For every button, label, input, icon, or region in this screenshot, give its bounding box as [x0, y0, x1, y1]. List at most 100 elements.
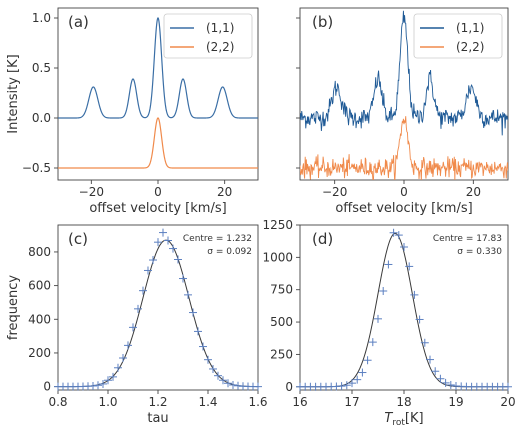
data-point	[124, 341, 132, 350]
y-tick-label: 800	[28, 245, 51, 259]
panel-b: −20 0 20 offset velocity [km/s] (b) (1,1) (2,2…	[296, 7, 509, 216]
data-point	[99, 379, 107, 388]
panel-a: −20 0 20 −0.5 0.0 0.5 1.0 offset velocity [km/s…	[6, 7, 259, 216]
series-line-one-one	[300, 10, 508, 136]
x-axis-label: offset velocity [km/s]	[89, 201, 226, 216]
data-point	[139, 286, 147, 295]
data-point	[179, 274, 187, 283]
x-tick-label: 20	[500, 395, 515, 409]
data-point	[415, 315, 424, 324]
data-point	[254, 382, 262, 391]
x-tick-label: −20	[322, 185, 347, 199]
data-point	[504, 382, 512, 391]
data-point	[169, 244, 177, 253]
y-tick-label: 200	[28, 346, 51, 360]
data-point	[436, 374, 445, 383]
data-point	[374, 314, 382, 323]
data-point	[441, 378, 450, 387]
x-tick-label: 18	[396, 395, 411, 409]
x-tick-label: 17	[344, 395, 359, 409]
legend-entry: (2,2)	[456, 40, 484, 54]
data-point	[234, 381, 242, 390]
legend-entry: (1,1)	[456, 21, 484, 35]
data-point	[114, 363, 122, 372]
fit-curve	[58, 239, 258, 388]
data-point	[149, 256, 157, 265]
data-point	[144, 266, 152, 275]
legend-entry: (1,1)	[206, 21, 234, 35]
panel-c: 0.8 1.0 1.2 1.4 1.6 0 200 400 600 800 tau frequency…	[6, 224, 268, 426]
series-line-one-one	[58, 17, 258, 119]
data-point	[363, 356, 372, 365]
legend: (1,1) (2,2)	[413, 13, 503, 59]
data-point	[199, 342, 207, 351]
data-point	[109, 372, 117, 381]
data-point	[426, 355, 434, 364]
data-point	[189, 308, 197, 317]
data-point	[224, 379, 232, 388]
annotation-sigma: σ = 0.330	[457, 247, 502, 257]
x-axis-label: Trot[K]	[384, 411, 423, 426]
series-line-two-two	[300, 116, 508, 180]
annotation-centre: Centre = 17.83	[433, 234, 502, 244]
x-tick-label: 1.2	[148, 395, 167, 409]
data-point	[342, 381, 351, 390]
data-point	[159, 228, 167, 237]
y-axis-label: Intensity [K]	[6, 54, 21, 133]
x-tick-label: 20	[217, 185, 232, 199]
data-point	[174, 255, 182, 264]
data-point	[353, 375, 362, 384]
data-point	[431, 367, 440, 376]
y-tick-label: 0	[43, 380, 51, 394]
data-point	[119, 354, 127, 363]
x-axis-label: tau	[147, 411, 168, 426]
x-axis-label: offset velocity [km/s]	[335, 201, 472, 216]
data-point	[219, 376, 227, 385]
data-point	[229, 380, 237, 389]
data-point	[405, 262, 414, 271]
x-tick-label: 19	[448, 395, 463, 409]
data-point	[204, 355, 212, 364]
data-point	[379, 287, 388, 295]
data-point	[164, 236, 172, 245]
data-point	[129, 323, 137, 332]
y-tick-label: 1250	[262, 218, 293, 232]
y-tick-label: 750	[270, 283, 293, 297]
x-tick-label: 1.6	[248, 395, 267, 409]
x-tick-label: 1.4	[198, 395, 217, 409]
y-tick-label: −0.5	[22, 161, 51, 175]
data-point	[337, 382, 346, 391]
x-tick-label: 20	[466, 185, 481, 199]
y-tick-label: 500	[270, 315, 293, 329]
data-point	[214, 371, 222, 380]
x-tick-label: 16	[292, 395, 307, 409]
x-tick-label: −20	[79, 185, 104, 199]
panel-label: (d)	[312, 230, 333, 248]
data-point	[348, 379, 356, 388]
data-point	[368, 338, 377, 347]
data-point	[209, 364, 217, 373]
data-point	[410, 290, 419, 299]
panel-label: (a)	[68, 13, 89, 31]
panel-label: (c)	[68, 230, 88, 248]
annotation-centre: Centre = 1.232	[183, 234, 252, 244]
data-point	[194, 327, 202, 336]
y-tick-label: 1000	[262, 250, 293, 264]
legend-entry: (2,2)	[206, 40, 234, 54]
data-point	[394, 231, 403, 240]
data-point	[446, 380, 455, 389]
x-tick-label: 0	[154, 185, 162, 199]
annotation-sigma: σ = 0.092	[207, 247, 252, 257]
y-tick-label: 0.5	[32, 61, 51, 75]
y-tick-label: 400	[28, 312, 51, 326]
data-point	[134, 304, 142, 313]
x-tick-label: 0.8	[48, 395, 67, 409]
y-tick-label: 250	[270, 347, 293, 361]
data-point	[400, 243, 408, 251]
y-tick-label: 600	[28, 279, 51, 293]
y-tick-label: 0.0	[32, 111, 51, 125]
y-tick-label: 0	[285, 380, 293, 394]
data-point	[389, 228, 398, 237]
legend: (1,1) (2,2)	[163, 13, 253, 59]
